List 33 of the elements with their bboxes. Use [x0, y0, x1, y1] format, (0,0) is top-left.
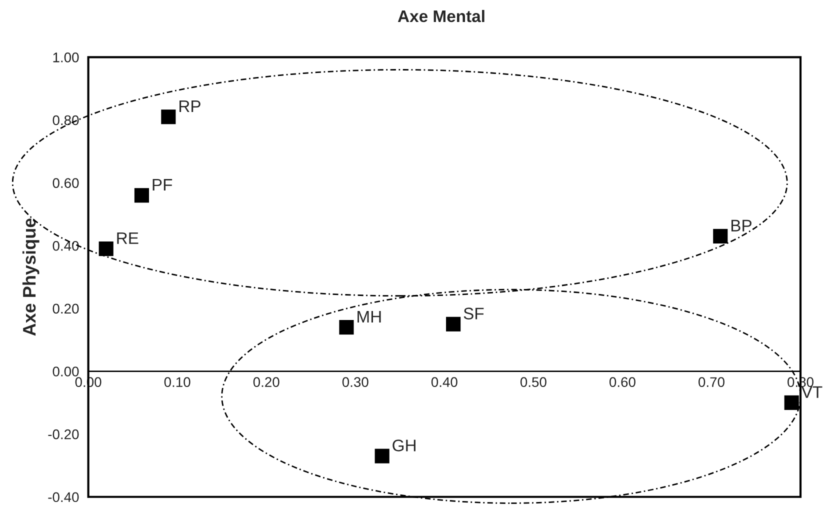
point [339, 320, 354, 335]
annotation: PF [152, 179, 172, 191]
x-tick-label: 0.20 [253, 377, 280, 388]
annotation: RE [117, 232, 138, 244]
y-tick-label: 0.60 [52, 178, 79, 188]
x-tick-label: 0.30 [342, 377, 368, 388]
y-tick-label: 1.00 [53, 52, 79, 62]
x-tick-label: 0.60 [609, 377, 636, 388]
y-tick-label: 0.00 [52, 366, 79, 376]
annotation: BP [731, 220, 752, 232]
x-tick-label: 0.40 [431, 377, 458, 388]
y-tick-label: 0.20 [52, 304, 79, 314]
point [374, 448, 390, 464]
chart-title: Axe Mental [398, 10, 484, 22]
point [161, 110, 176, 124]
x-tick-label: 0.10 [164, 377, 190, 388]
point [134, 188, 149, 203]
annotation: MH [358, 310, 381, 322]
y-tick-label: -0.40 [48, 492, 79, 502]
y-tick-label: 0.80 [52, 115, 79, 126]
x-tick-label: 0.70 [698, 377, 724, 388]
annotation: VT [801, 386, 822, 398]
annotation: RP [180, 100, 200, 112]
x-tick-label: 0.50 [520, 377, 546, 388]
annotation: SF [464, 308, 484, 320]
point [784, 395, 799, 410]
y-tick-label: -0.20 [48, 429, 79, 440]
y-axis-title: Axe Physique [22, 218, 40, 336]
point [446, 316, 461, 332]
point [98, 241, 114, 256]
point [713, 228, 728, 244]
annotation: GH [392, 440, 416, 452]
y-tick-label: 0.40 [52, 240, 79, 251]
